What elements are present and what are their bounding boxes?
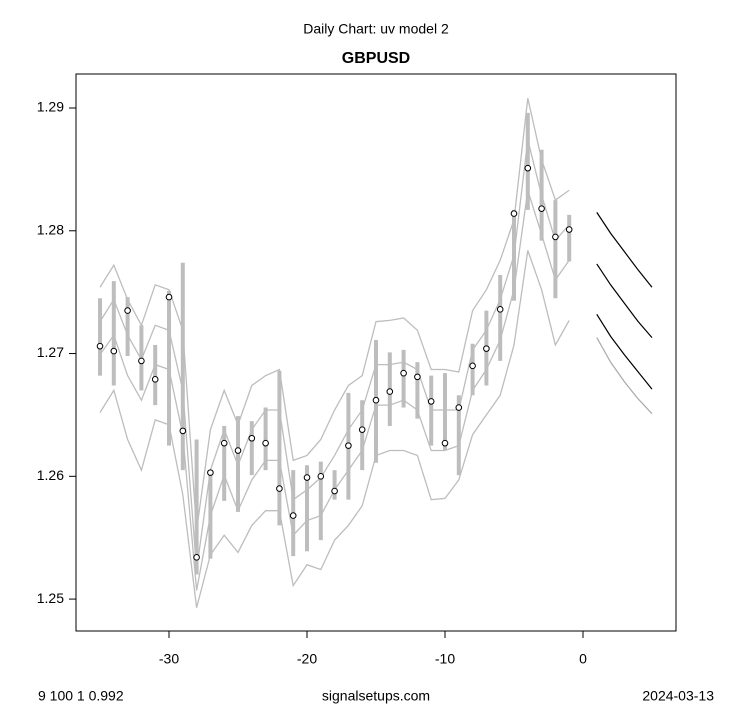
- close-point: [220, 439, 228, 447]
- close-point: [565, 226, 573, 233]
- chart-title: GBPUSD: [342, 50, 410, 67]
- x-tick-label: 0: [579, 651, 587, 667]
- close-point: [317, 473, 325, 480]
- x-tick-label: -20: [297, 651, 317, 667]
- plot-frame: [75, 73, 677, 632]
- band-line: [99, 139, 570, 570]
- x-tick-label: -30: [159, 651, 179, 667]
- close-point: [441, 439, 449, 447]
- close-point: [400, 369, 407, 377]
- close-point: [262, 439, 269, 447]
- footer-center: signalsetups.com: [322, 688, 430, 704]
- close-point: [358, 426, 366, 433]
- close-point: [414, 373, 421, 381]
- close-point: [552, 233, 559, 241]
- close-point: [455, 404, 463, 411]
- y-tick-label: 1.29: [37, 99, 64, 115]
- close-point: [524, 164, 532, 172]
- y-tick-label: 1.27: [37, 344, 64, 360]
- close-point: [427, 398, 435, 405]
- chart-subtitle: Daily Chart: uv model 2: [303, 21, 449, 37]
- footer-left: 9 100 1 0.992: [38, 688, 124, 704]
- close-point: [483, 345, 490, 352]
- y-tick-label: 1.26: [37, 467, 64, 483]
- band-line: [99, 250, 570, 608]
- close-point: [469, 362, 476, 370]
- forecast-line: [596, 263, 653, 338]
- close-point: [303, 474, 311, 481]
- close-point: [138, 357, 145, 365]
- y-tick-label: 1.28: [37, 221, 64, 237]
- forecast-line: [596, 313, 653, 390]
- close-point: [345, 442, 352, 449]
- forecast-line: [596, 337, 653, 415]
- close-point: [386, 388, 394, 395]
- footer-right: 2024-03-13: [642, 688, 714, 704]
- close-point: [96, 342, 104, 350]
- y-tick-label: 1.25: [37, 590, 64, 606]
- x-tick-label: -10: [435, 651, 455, 667]
- close-point: [234, 447, 242, 454]
- close-point: [165, 293, 173, 301]
- forecast-line: [596, 212, 653, 288]
- close-point: [179, 427, 187, 435]
- close-point: [538, 205, 545, 212]
- close-point: [207, 469, 214, 476]
- close-point: [289, 512, 297, 519]
- close-point: [248, 434, 256, 442]
- close-point: [124, 307, 131, 314]
- close-point: [496, 306, 504, 313]
- band-line: [99, 98, 570, 531]
- close-point: [510, 210, 518, 217]
- close-point: [331, 487, 338, 495]
- close-point: [110, 347, 118, 355]
- close-point: [372, 396, 380, 404]
- close-point: [193, 554, 200, 561]
- close-point: [151, 376, 159, 383]
- close-point: [276, 485, 283, 492]
